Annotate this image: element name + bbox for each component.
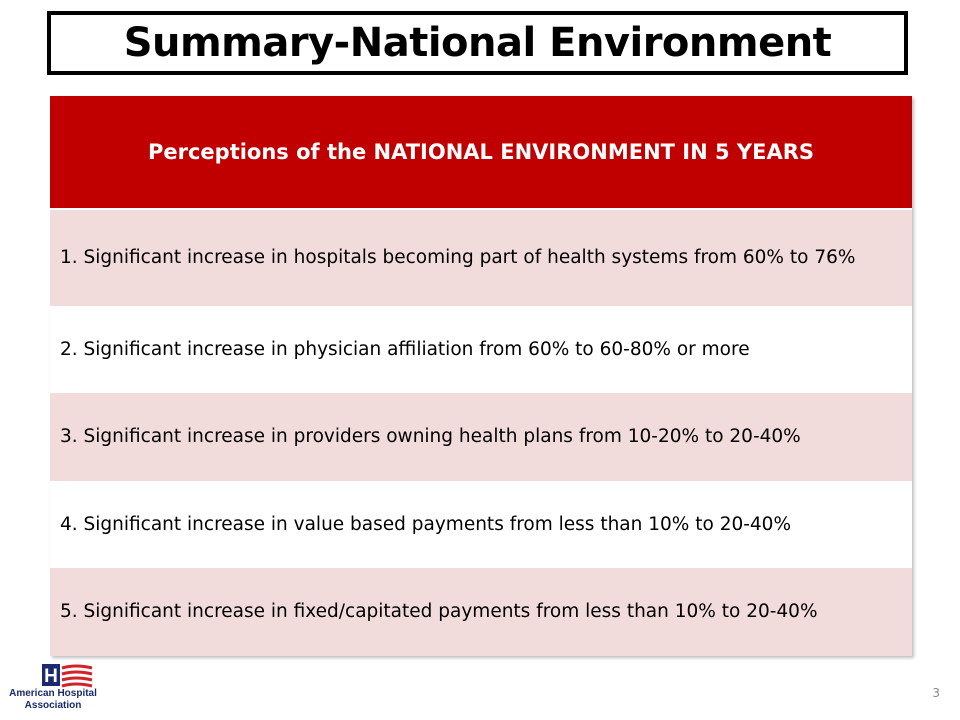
table-row-text: 5. Significant increase in fixed/capitat…	[60, 601, 818, 623]
table-header: Perceptions of the NATIONAL ENVIRONMENT …	[50, 96, 912, 209]
table-row: 1. Significant increase in hospitals bec…	[50, 209, 912, 306]
logo-line-2: Association	[24, 700, 82, 711]
table-row: 4. Significant increase in value based p…	[50, 481, 912, 567]
slide-title-box: Summary-National Environment	[47, 11, 908, 75]
perceptions-table: Perceptions of the NATIONAL ENVIRONMENT …	[50, 96, 912, 656]
aha-logo-icon: H	[42, 664, 93, 688]
page-number: 3	[932, 686, 940, 700]
table-row: 2. Significant increase in physician aff…	[50, 306, 912, 392]
table-row-text: 3. Significant increase in providers own…	[60, 426, 801, 448]
table-row-text: 4. Significant increase in value based p…	[60, 513, 792, 535]
slide-title: Summary-National Environment	[123, 20, 832, 66]
table-row-text: 1. Significant increase in hospitals bec…	[60, 247, 856, 269]
aha-logo: H American Hospital Association	[8, 664, 98, 718]
logo-line-1: American Hospital	[9, 688, 97, 699]
table-row: 5. Significant increase in fixed/capitat…	[50, 567, 912, 656]
table-header-text: Perceptions of the NATIONAL ENVIRONMENT …	[147, 140, 815, 164]
aha-logo-text: American Hospital Association	[8, 688, 98, 712]
logo-mark-letter: H	[44, 666, 58, 687]
table-row-text: 2. Significant increase in physician aff…	[60, 338, 750, 360]
table-row: 3. Significant increase in providers own…	[50, 392, 912, 481]
